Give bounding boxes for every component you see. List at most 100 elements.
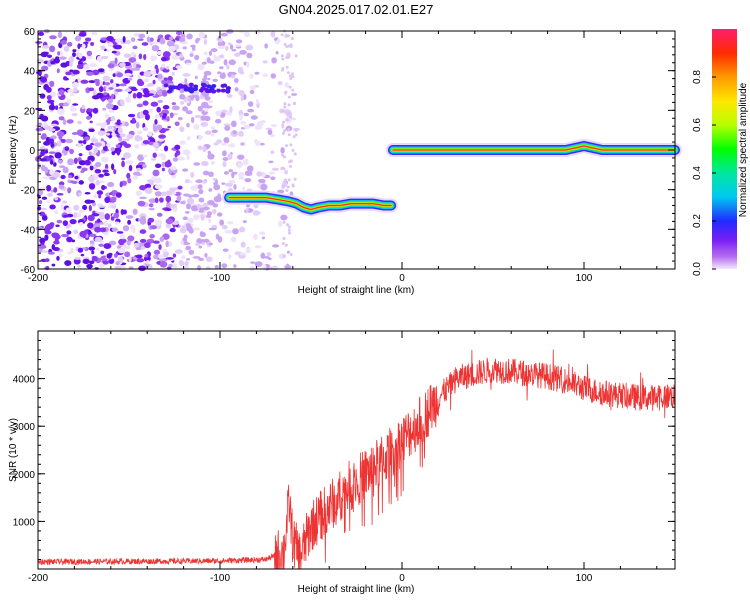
- noise-blob: [244, 178, 251, 182]
- noise-blob: [50, 160, 54, 165]
- noise-blob: [180, 228, 187, 234]
- noise-blob: [290, 253, 293, 256]
- noise-blob: [162, 168, 165, 172]
- noise-blob: [276, 51, 279, 54]
- noise-blob: [268, 161, 273, 163]
- snr-ylabel: SNR (10 * v/v): [8, 418, 19, 482]
- noise-blob: [74, 158, 78, 164]
- noise-blob: [229, 106, 232, 112]
- noise-blob: [65, 211, 71, 213]
- noise-blob: [115, 89, 123, 92]
- noise-blob: [234, 53, 240, 57]
- noise-blob: [219, 219, 224, 225]
- noise-blob: [271, 57, 277, 63]
- noise-blob: [77, 265, 81, 268]
- snr-x-tick-label: 0: [399, 573, 405, 584]
- noise-blob: [178, 186, 183, 190]
- noise-blob: [183, 46, 187, 49]
- noise-blob: [195, 243, 200, 246]
- noise-blob: [49, 169, 54, 175]
- noise-blob: [197, 265, 201, 270]
- noise-blob: [100, 46, 105, 50]
- noise-blob: [105, 113, 109, 118]
- noise-blob: [151, 176, 156, 179]
- noise-blob: [281, 58, 284, 61]
- noise-blob: [99, 86, 104, 92]
- noise-blob: [145, 188, 153, 194]
- noise-blob: [152, 170, 159, 177]
- noise-blob: [284, 82, 289, 88]
- noise-blob: [78, 193, 81, 197]
- noise-blob: [204, 51, 208, 55]
- noise-blob: [271, 73, 276, 78]
- noise-blob: [287, 71, 290, 74]
- noise-blob: [74, 257, 81, 260]
- noise-blob: [151, 42, 158, 45]
- noise-blob: [66, 230, 71, 234]
- noise-blob: [229, 59, 236, 65]
- noise-blob: [74, 176, 78, 179]
- noise-blob: [119, 83, 127, 86]
- colorbar-tick-label: 0.8: [692, 70, 703, 84]
- noise-blob: [199, 32, 205, 38]
- noise-blob: [86, 116, 91, 120]
- noise-blob: [163, 51, 171, 57]
- noise-blob: [231, 120, 237, 127]
- noise-blob: [41, 116, 48, 122]
- noise-blob: [160, 236, 165, 242]
- noise-blob: [291, 149, 294, 152]
- noise-blob: [47, 200, 51, 203]
- noise-blob: [282, 242, 285, 245]
- noise-blob: [60, 62, 68, 67]
- noise-blob: [63, 76, 67, 80]
- noise-blob: [149, 203, 154, 207]
- noise-blob: [291, 89, 294, 92]
- spectrogram-x-tick-label: 0: [399, 273, 405, 284]
- noise-blob: [72, 239, 75, 242]
- noise-blob: [244, 113, 250, 117]
- noise-blob: [104, 197, 110, 203]
- noise-blob: [43, 141, 50, 146]
- noise-blob: [245, 248, 251, 253]
- noise-blob: [89, 183, 95, 190]
- spectrogram-y-tick-label: 60: [24, 27, 36, 38]
- noise-blob: [124, 88, 131, 92]
- noise-blob: [149, 109, 153, 113]
- noise-blob: [127, 240, 131, 245]
- noise-blob: [44, 125, 52, 129]
- noise-blob: [199, 198, 205, 203]
- noise-blob: [54, 210, 58, 214]
- noise-blob: [291, 93, 297, 96]
- noise-blob: [149, 234, 155, 238]
- noise-blob: [179, 94, 185, 99]
- noise-blob: [281, 154, 284, 157]
- noise-blob: [193, 124, 199, 130]
- noise-blob: [93, 108, 98, 114]
- noise-blob: [284, 35, 287, 38]
- noise-blob: [266, 252, 271, 256]
- noise-blob: [73, 205, 79, 211]
- noise-blob: [158, 244, 161, 250]
- noise-blob: [146, 260, 150, 265]
- noise-blob: [77, 212, 81, 217]
- noise-blob: [233, 184, 236, 190]
- noise-blob: [241, 242, 246, 248]
- noise-blob: [72, 82, 79, 88]
- noise-blob: [168, 45, 175, 51]
- colorbar: 0.00.20.40.60.8 Normalized spectral ampl…: [692, 29, 749, 276]
- noise-blob: [59, 254, 62, 257]
- noise-blob: [114, 46, 122, 49]
- noise-blob: [264, 43, 268, 48]
- noise-blob: [291, 37, 294, 40]
- noise-blob: [158, 255, 164, 259]
- noise-blob: [132, 117, 136, 122]
- noise-blob: [85, 37, 91, 41]
- noise-blob: [223, 249, 229, 252]
- noise-blob: [224, 171, 229, 175]
- noise-blob: [143, 54, 146, 60]
- noise-blob: [215, 110, 221, 116]
- noise-blob: [131, 226, 135, 233]
- noise-blob: [151, 102, 159, 107]
- noise-blob: [186, 100, 190, 103]
- noise-blob: [93, 194, 97, 198]
